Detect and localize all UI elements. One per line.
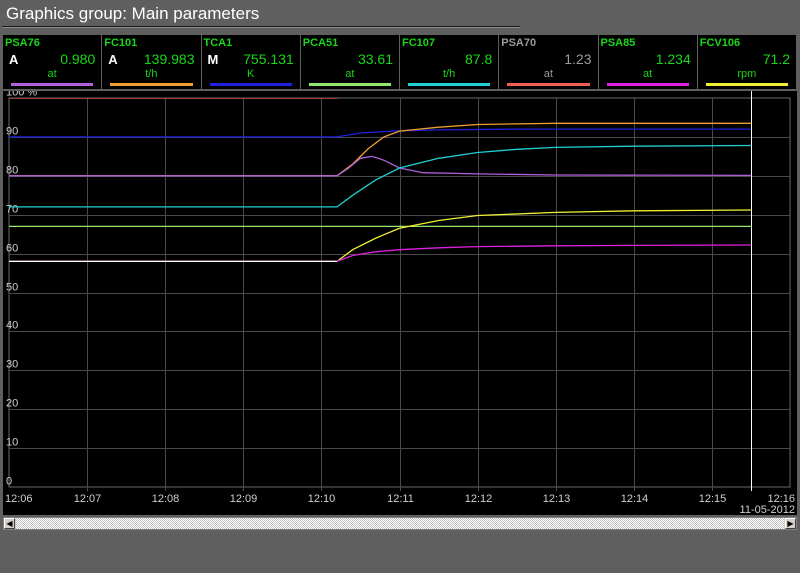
scroll-left-button[interactable]: ◀ <box>4 518 15 529</box>
x-tick-label: 12:07 <box>74 493 102 505</box>
param-value: 755.131 <box>243 51 294 67</box>
series-line <box>9 155 751 177</box>
param-unit: K <box>246 68 255 80</box>
x-tick-label: 12:09 <box>230 493 258 505</box>
y-tick-label: 50 <box>6 282 18 294</box>
x-tick-label: 12:12 <box>465 493 493 505</box>
param-unit: t/h <box>443 68 456 80</box>
param-value: 0.980 <box>60 51 96 67</box>
horizontal-scrollbar[interactable]: ◀ ▶ <box>3 517 797 530</box>
y-tick-label: 20 <box>6 398 18 410</box>
param-value: 139.983 <box>143 51 195 67</box>
y-tick-label: 0 <box>6 476 12 488</box>
param-unit: at <box>543 68 553 80</box>
date-label: 11-05-2012 <box>740 504 795 515</box>
x-tick-label: 12:11 <box>387 493 414 505</box>
param-color-swatch <box>705 83 788 86</box>
y-tick-label: 10 <box>6 437 18 449</box>
x-tick-label: 12:13 <box>543 493 571 505</box>
param-unit: at <box>643 68 653 80</box>
param-value: 33.61 <box>357 51 393 67</box>
param-color-swatch <box>308 83 391 86</box>
param-color-swatch <box>11 83 94 86</box>
y-tick-label: 80 <box>6 165 18 177</box>
y-tick-label: 30 <box>6 359 18 371</box>
series-line <box>9 244 751 263</box>
scroll-track[interactable] <box>16 518 784 529</box>
series-line <box>9 144 751 208</box>
x-tick-label: 12:06 <box>5 493 33 505</box>
param-unit: at <box>47 68 57 80</box>
y-tick-label: 90 <box>6 126 18 138</box>
param-name: PSA70 <box>501 37 537 49</box>
param-fc101[interactable]: FC101 A 139.983 t/h <box>102 35 202 89</box>
param-color-swatch <box>209 83 292 86</box>
scroll-right-button[interactable]: ▶ <box>785 518 796 529</box>
plot-frame <box>8 97 791 488</box>
trend-chart-svg[interactable]: 100 % 90 80 70 60 50 40 30 20 10 0 12:06 12:07 12:08 1… <box>3 91 797 515</box>
y-tick-label: 100 % <box>6 91 37 99</box>
param-unit: at <box>345 68 355 80</box>
x-tick-label: 12:14 <box>621 493 649 505</box>
param-name: PSA76 <box>5 37 40 49</box>
x-tick-label: 12:08 <box>152 493 180 505</box>
param-value: 71.2 <box>762 51 790 67</box>
y-tick-label: 40 <box>6 320 18 332</box>
series-line <box>9 98 340 99</box>
param-value: 1.234 <box>655 51 691 67</box>
param-mode: A <box>108 52 118 67</box>
param-fc107[interactable]: FC107 87.8 t/h <box>400 35 500 89</box>
param-name: TCA1 <box>203 37 233 49</box>
param-mode: A <box>9 52 19 67</box>
param-fcv106[interactable]: FCV106 71.2 rpm <box>697 35 796 89</box>
parameter-panel: PSA76 A 0.980 at FC101 A 139.983 t/h TCA… <box>3 35 796 89</box>
y-tick-label: 60 <box>6 243 18 255</box>
title-divider <box>2 26 520 28</box>
x-tick-label: 12:10 <box>308 493 336 505</box>
trend-chart[interactable]: 100 % 90 80 70 60 50 40 30 20 10 0 12:06 12:07 12:08 1… <box>3 91 797 515</box>
param-psa85[interactable]: PSA85 1.234 at <box>598 35 698 89</box>
series-line <box>9 209 751 263</box>
param-color-swatch <box>507 83 590 86</box>
param-color-swatch <box>606 83 689 86</box>
y-tick-label: 70 <box>6 204 18 216</box>
param-name: PSA85 <box>600 37 636 49</box>
window-title: Graphics group: Main parameters <box>6 4 260 23</box>
param-psa76[interactable]: PSA76 A 0.980 at <box>3 35 103 89</box>
param-name: FC107 <box>402 37 436 49</box>
param-mode: M <box>207 52 219 67</box>
param-value: 87.8 <box>465 51 493 67</box>
param-color-swatch <box>408 83 491 86</box>
param-color-swatch <box>110 83 193 86</box>
param-unit: rpm <box>737 68 757 80</box>
x-tick-label: 12:16 <box>767 493 795 505</box>
x-tick-label: 12:15 <box>699 493 727 505</box>
param-tca1[interactable]: TCA1 M 755.131 K <box>201 35 301 89</box>
param-psa70[interactable]: PSA70 1.23 at <box>499 35 599 89</box>
series-line <box>9 128 751 138</box>
param-unit: t/h <box>145 68 158 80</box>
param-value: 1.23 <box>564 51 592 67</box>
param-name: FCV106 <box>699 37 741 49</box>
param-name: PCA51 <box>302 37 339 49</box>
param-name: FC101 <box>104 37 138 49</box>
param-pca51[interactable]: PCA51 33.61 at <box>300 35 400 89</box>
